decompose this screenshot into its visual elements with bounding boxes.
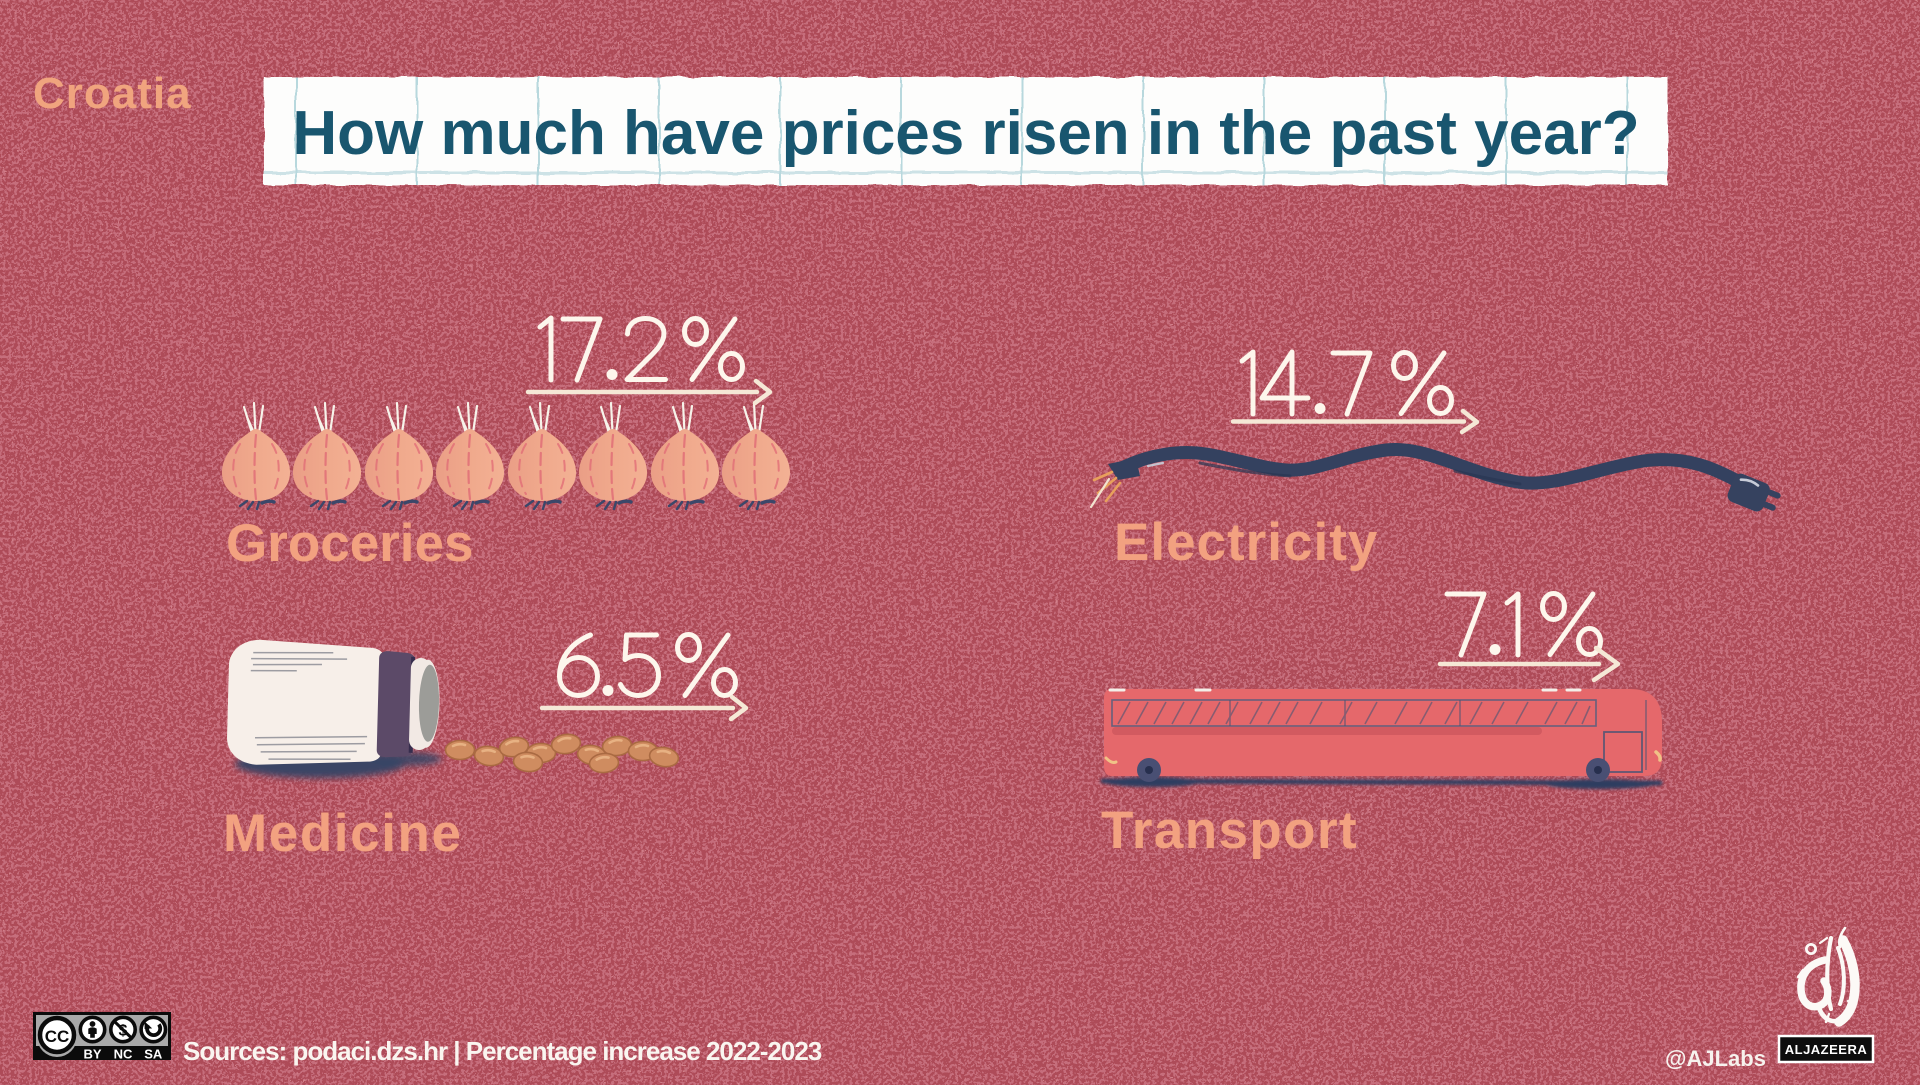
svg-text:NC: NC [114,1047,133,1062]
svg-text:ALJAZEERA: ALJAZEERA [1785,1042,1868,1057]
svg-text:SA: SA [144,1047,163,1062]
svg-text:CC: CC [45,1027,70,1046]
svg-text:BY: BY [83,1047,101,1062]
